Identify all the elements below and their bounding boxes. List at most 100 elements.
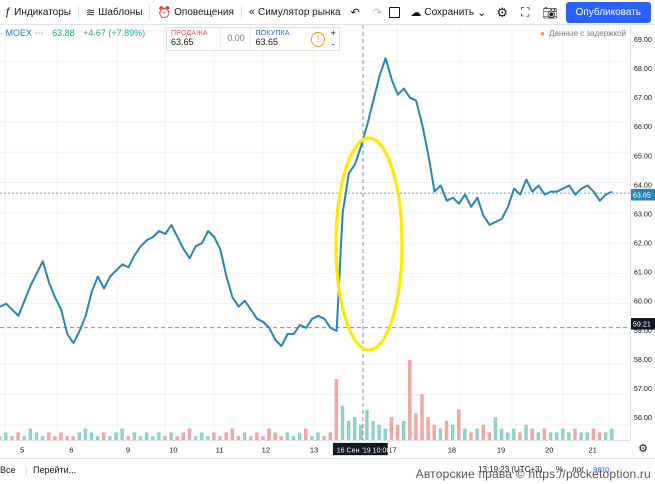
volume-bar (359, 424, 363, 440)
volume-bar (530, 428, 534, 440)
crosshair-time-tag (332, 442, 388, 456)
bottom-divider: | (25, 465, 28, 475)
volume-bar (187, 428, 192, 440)
volume-bar (444, 420, 449, 440)
range-all-button[interactable]: Все (0, 465, 16, 475)
volume-bar (463, 428, 467, 440)
volume-bar (0, 436, 2, 440)
price-tick-label: 57.00 (634, 384, 652, 393)
volume-bar (71, 436, 75, 440)
volume-bar (285, 432, 290, 440)
data-delay-notice[interactable]: ● Данные с задержкой (540, 29, 626, 38)
publish-button[interactable]: Опубликовать (565, 2, 651, 23)
volume-bar (352, 417, 357, 440)
volume-bar (438, 428, 443, 440)
alerts-button[interactable]: ⏰ Оповещения (152, 0, 238, 25)
goto-date-button[interactable]: Перейти... (33, 465, 77, 475)
time-tick-label: 20 (545, 445, 553, 454)
quantity-stepper[interactable]: + - (327, 28, 339, 50)
volume-bar (218, 436, 222, 440)
sell-button[interactable]: ПРОДАЖА 63.65 (167, 28, 222, 50)
volume-bar (126, 436, 131, 440)
volume-bar (322, 436, 326, 440)
percent-scale-button[interactable]: % (556, 465, 564, 474)
buy-button[interactable]: ПОКУПКА 63.65 (250, 28, 308, 50)
volume-bar (53, 436, 57, 440)
volume-bar (610, 428, 614, 440)
log-scale-button[interactable]: лог (572, 465, 585, 474)
chevron-down-icon: ⌄ (477, 7, 487, 19)
volume-bar (95, 436, 100, 440)
settings-button[interactable]: ⚙ (491, 0, 516, 25)
info-icon[interactable]: ! (310, 32, 326, 47)
volume-bar (432, 424, 437, 440)
volume-bar (383, 428, 388, 440)
volume-bar (542, 428, 547, 440)
time-axis[interactable]: 5 6 9 10 11 12 13 17 18 19 20 21 16 Сен '19 10:00 (0, 440, 630, 458)
volume-bar (395, 424, 400, 440)
price-tick-label: 59.00 (634, 326, 652, 335)
crosshair-price-label: 59.21 (633, 320, 651, 329)
clock-readout: 13:19:23 (UTC+3) (478, 465, 543, 474)
volume-bar (518, 432, 522, 440)
volume-bar (512, 428, 516, 440)
volume-bar (224, 432, 228, 440)
price-axis[interactable]: 56.00 57.00 58.00 59.00 60.00 61.00 62.00 63.00… (630, 25, 655, 440)
order-panel: ПРОДАЖА 63.65 0.00 ПОКУПКА 63.65 ! + - (166, 27, 340, 51)
volume-bar (34, 432, 39, 440)
symbol-name: MOEX (5, 28, 33, 38)
volume-bar (377, 424, 381, 440)
templates-button[interactable]: ≋ Шаблоны (81, 0, 147, 25)
layout-button[interactable] (384, 0, 405, 25)
price-tick-label: 62.00 (634, 239, 652, 248)
price-change: +4.67 (+7.89%) (83, 28, 146, 38)
minus-button[interactable]: - (331, 39, 335, 49)
templates-label: Шаблоны (98, 6, 143, 18)
volume-bar (493, 417, 498, 440)
indicators-button[interactable]: ƒ Индикаторы (0, 0, 76, 25)
sell-label: ПРОДАЖА (171, 30, 208, 37)
redo-icon: ↷ (372, 6, 383, 19)
volume-bar (46, 432, 51, 440)
volume-bar (408, 360, 412, 440)
volume-bar (548, 432, 553, 440)
replay-button[interactable]: « Симулятор рынка (244, 0, 346, 25)
symbol-legend[interactable]: · MOEX ⋯ 63.88 +4.67 (+7.89%) (0, 28, 145, 39)
volume-bar (297, 432, 302, 440)
time-tick-label: 21 (588, 445, 596, 454)
current-price-label: 63.65 (633, 191, 651, 200)
volume-bar (591, 428, 596, 440)
volume-bar (291, 436, 296, 440)
toolbar-right: ☁ Сохранить ⌄ ⚙ ⛶ 📷︎ Опубликовать (384, 0, 655, 25)
volume-bar (328, 432, 332, 440)
volume-bar (16, 432, 20, 440)
save-label: Сохранить (424, 7, 475, 18)
price-tick-label: 64.00 (634, 180, 652, 189)
toolbar-divider (240, 4, 242, 20)
undo-button[interactable]: ↶ (346, 0, 368, 25)
volume-bar (536, 432, 541, 440)
volume-bar (212, 432, 216, 440)
volume-bar (138, 436, 143, 440)
volume-bar (499, 428, 504, 440)
volume-bar (28, 428, 33, 440)
crosshair-time-label: 16 Сен '19 10:00 (337, 446, 391, 454)
time-tick-label: 19 (497, 445, 505, 454)
redo-button[interactable]: ↷ (368, 0, 390, 25)
fullscreen-button[interactable]: ⛶ (516, 0, 537, 25)
axis-settings-button[interactable]: ⚙ (631, 441, 655, 458)
volume-bar (420, 394, 424, 440)
snapshot-button[interactable]: 📷︎ (537, 0, 565, 25)
last-price: 63.88 (52, 28, 75, 38)
buy-label: ПОКУПКА (255, 30, 290, 37)
save-button[interactable]: ☁ Сохранить ⌄ (405, 0, 491, 25)
auto-scale-button[interactable]: авто (593, 465, 610, 474)
plus-button[interactable]: + (330, 28, 336, 38)
volume-bar (267, 428, 271, 440)
volume-bar (83, 428, 88, 440)
price-tick-label: 58.00 (634, 355, 652, 364)
warning-dot-icon: ● (540, 29, 545, 38)
templates-icon: ≋ (85, 6, 96, 19)
volume-bars (0, 360, 614, 440)
price-chart[interactable] (0, 25, 630, 440)
